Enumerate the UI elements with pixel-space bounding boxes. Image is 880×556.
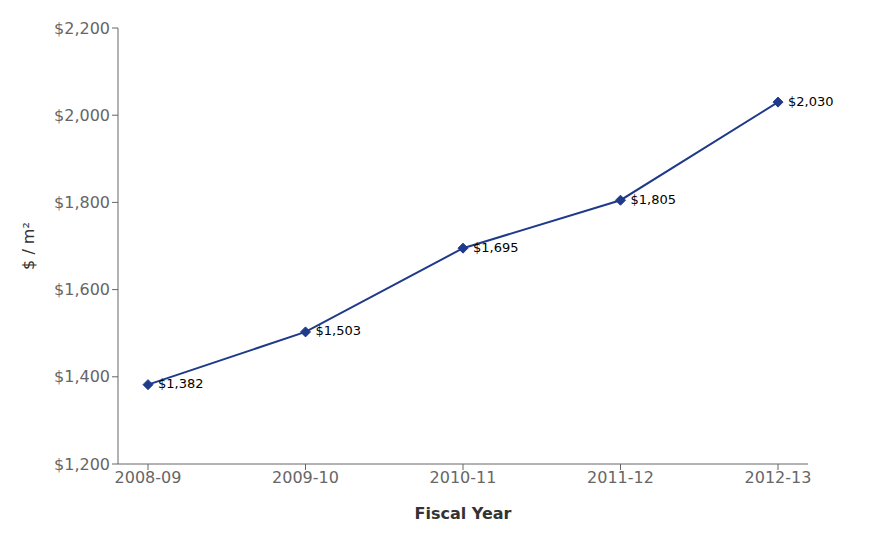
svg-text:2010-11: 2010-11 xyxy=(430,468,497,487)
svg-text:Fiscal Year: Fiscal Year xyxy=(415,504,512,523)
svg-text:$1,805: $1,805 xyxy=(631,192,677,207)
svg-text:$2,030: $2,030 xyxy=(788,94,834,109)
svg-text:$1,382: $1,382 xyxy=(158,376,204,391)
svg-text:$1,800: $1,800 xyxy=(54,193,110,212)
svg-text:$2,000: $2,000 xyxy=(54,106,110,125)
svg-text:2008-09: 2008-09 xyxy=(115,468,182,487)
svg-text:2009-10: 2009-10 xyxy=(272,468,339,487)
svg-text:2012-13: 2012-13 xyxy=(745,468,812,487)
svg-text:$ / m²: $ / m² xyxy=(19,222,38,270)
svg-text:$1,600: $1,600 xyxy=(54,280,110,299)
svg-text:$1,503: $1,503 xyxy=(316,323,362,338)
svg-text:2011-12: 2011-12 xyxy=(587,468,654,487)
svg-text:$1,400: $1,400 xyxy=(54,367,110,386)
svg-text:$1,200: $1,200 xyxy=(54,455,110,474)
svg-text:$2,200: $2,200 xyxy=(54,19,110,38)
svg-text:$1,695: $1,695 xyxy=(473,240,519,255)
